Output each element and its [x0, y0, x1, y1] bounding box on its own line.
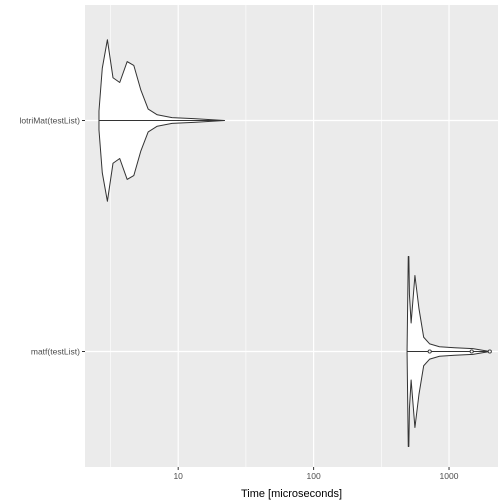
x-tick-label: 100: [307, 471, 321, 481]
x-tick-label: 10: [173, 471, 183, 481]
y-tick-label: matf(testList): [31, 347, 80, 357]
axis-layer: 10 100 1000 lotriMat(testList) matf(testList…: [20, 116, 459, 482]
x-tick-label: 1000: [440, 471, 459, 481]
outlier-point: [427, 349, 432, 354]
plot-panel: [85, 5, 498, 467]
x-axis-title: Time [microseconds]: [241, 488, 342, 500]
outlier-point: [469, 349, 474, 354]
outlier-point: [487, 349, 492, 354]
violin-layer: [98, 39, 492, 447]
y-tick-label: lotriMat(testList): [20, 116, 81, 126]
